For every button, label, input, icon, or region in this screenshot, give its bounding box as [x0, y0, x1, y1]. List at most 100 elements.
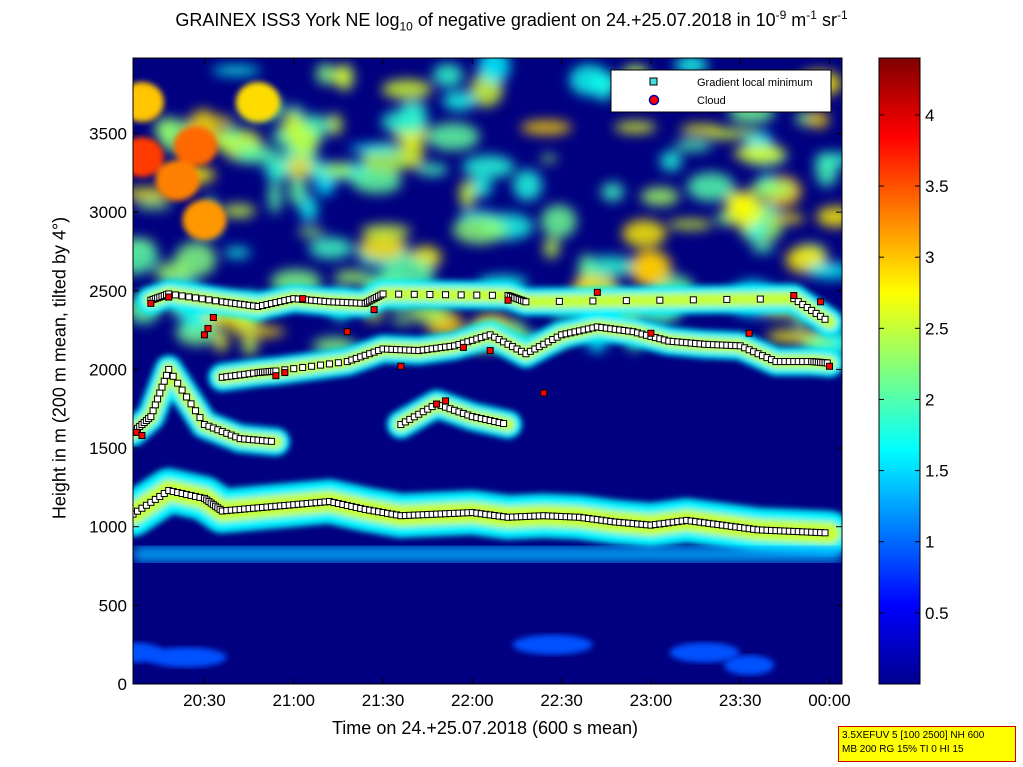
- heatmap-cell: [816, 206, 842, 228]
- heatmap-cell: [581, 256, 638, 277]
- lower-band: [133, 547, 842, 562]
- y-tick-label: 0: [118, 675, 127, 694]
- heatmap-cell: [416, 163, 449, 177]
- minimum-marker: [185, 293, 193, 301]
- minimum-marker: [426, 291, 434, 299]
- minimum-marker: [522, 298, 530, 306]
- heatmap-cell: [391, 316, 414, 325]
- minimum-marker: [183, 393, 191, 401]
- minimum-marker: [589, 297, 597, 305]
- x-tick-label: 22:30: [540, 691, 583, 710]
- heatmap-cell: [512, 169, 543, 201]
- cloud-marker: [147, 299, 155, 307]
- minimum-marker: [395, 290, 403, 298]
- heatmap-hotspot: [133, 137, 164, 178]
- cloud-marker: [281, 369, 289, 377]
- info-line-1: 3.5XEFUV 5 [100 2500] NH 600: [842, 730, 985, 741]
- minimum-marker: [156, 389, 164, 397]
- heatmap-cell: [315, 63, 336, 85]
- cloud-marker: [825, 362, 833, 370]
- heatmap-cell: [308, 163, 322, 178]
- cloud-marker: [370, 306, 378, 314]
- minimum-marker: [198, 295, 206, 303]
- minimum-marker: [442, 291, 450, 299]
- legend-marker-cloud: [648, 94, 660, 106]
- minimum-marker: [379, 290, 387, 298]
- heatmap-hotspot: [182, 200, 227, 241]
- minimum-marker: [149, 407, 157, 415]
- y-axis-label: Height in m (200 m mean, tilted by 4°): [49, 216, 70, 520]
- minimum-marker: [457, 291, 465, 299]
- title-exp-3: -1: [836, 8, 848, 22]
- heatmap-cell: [300, 196, 318, 223]
- heatmap-cell: [360, 224, 412, 239]
- title-exp-2: -1: [806, 8, 817, 22]
- heatmap-cell: [772, 213, 805, 224]
- minimum-marker: [171, 291, 179, 299]
- minimum-marker: [689, 296, 697, 304]
- minimum-marker: [212, 297, 220, 305]
- heatmap-cell: [212, 65, 261, 76]
- cloud-marker: [138, 431, 146, 439]
- x-axis-label: Time on 24.+25.07.2018 (600 s mean): [331, 718, 639, 738]
- near-ground-signal: [512, 634, 593, 655]
- heatmap-cell: [459, 179, 476, 209]
- cloud-marker: [272, 372, 280, 380]
- heatmap-cell: [221, 204, 256, 218]
- chart-title: GRAINEX ISS3 York NE log10 of negative g…: [0, 8, 1023, 34]
- heatmap-cell: [478, 58, 511, 84]
- minimum-marker: [205, 296, 213, 304]
- minimum-marker: [192, 407, 200, 415]
- cloud-marker: [593, 288, 601, 296]
- near-ground-signal: [146, 647, 227, 668]
- minimum-marker: [154, 395, 162, 403]
- minimum-marker: [192, 294, 200, 302]
- cloud-marker: [204, 325, 212, 333]
- x-tick-label: 20:30: [183, 691, 226, 710]
- y-tick-label: 2500: [89, 282, 127, 301]
- x-tick-label: 23:30: [719, 691, 762, 710]
- legend-box: [610, 69, 832, 113]
- cloud-marker: [397, 362, 405, 370]
- heatmap-cell: [179, 322, 205, 331]
- minimum-marker: [821, 315, 829, 323]
- minimum-marker: [158, 383, 166, 391]
- plot-frame: [132, 57, 843, 685]
- heatmap-hotspot: [155, 160, 200, 201]
- colorbar-tick-label: 2: [925, 390, 934, 409]
- x-tick-label: 23:00: [630, 691, 673, 710]
- minimum-marker: [174, 379, 182, 387]
- minimum-marker: [290, 365, 298, 373]
- heatmap-cell: [540, 154, 557, 163]
- cloud-marker: [209, 314, 217, 322]
- minimum-marker: [317, 361, 325, 369]
- minimum-marker: [622, 297, 630, 305]
- heatmap-cell: [358, 235, 407, 261]
- heatmap-cell: [462, 155, 515, 179]
- cloud-marker: [486, 347, 494, 355]
- minimum-marker: [500, 419, 508, 427]
- heatmap-cell: [155, 261, 191, 285]
- heatmap-cell: [233, 146, 281, 164]
- heatmap-cell: [640, 187, 680, 206]
- title-mid-3: sr: [816, 10, 837, 30]
- colorbar-tick-label: 1: [925, 533, 934, 552]
- cloud-marker: [299, 295, 307, 303]
- minimum-marker: [555, 297, 563, 305]
- minimum-marker: [147, 413, 155, 421]
- heatmap-cell: [224, 247, 251, 259]
- heatmap-cell: [432, 63, 464, 87]
- heatmap-cell: [727, 193, 765, 228]
- cloud-marker: [433, 400, 441, 408]
- heatmap-cell: [733, 144, 786, 163]
- x-tick-label: 21:00: [272, 691, 315, 710]
- heatmap-hotspot: [173, 126, 218, 167]
- colorbar-tick-label: 1.5: [925, 462, 949, 481]
- heatmap-cell: [297, 227, 324, 237]
- cloud-marker: [459, 343, 467, 351]
- x-tick-label: 22:00: [451, 691, 494, 710]
- heatmap-cell: [543, 237, 560, 259]
- heatmap-cell: [326, 113, 343, 136]
- heatmap-cell: [230, 325, 286, 338]
- minimum-marker: [151, 401, 159, 409]
